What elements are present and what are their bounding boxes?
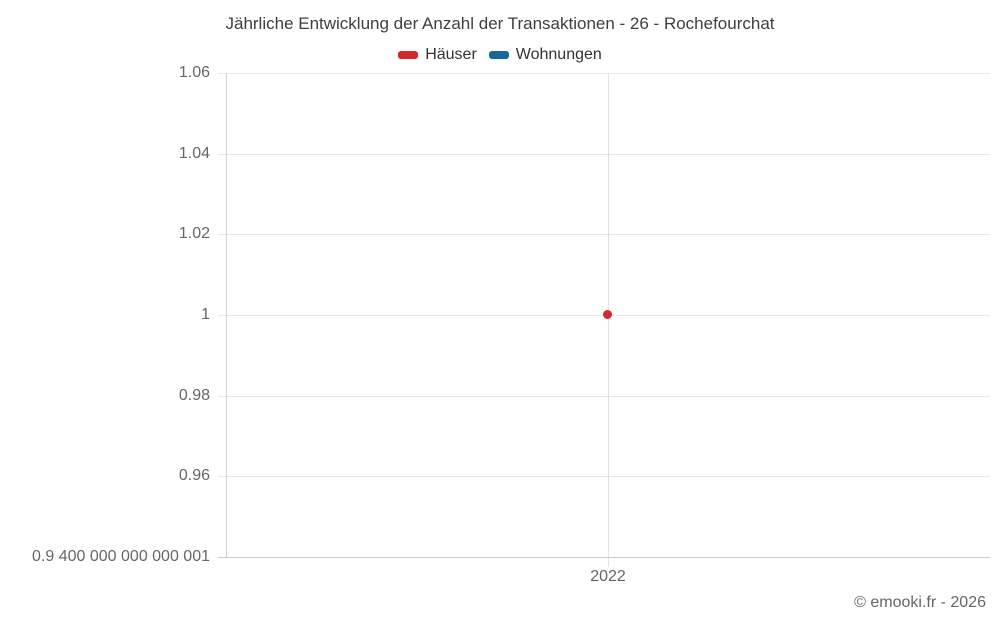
y-tick-label: 1 (201, 306, 210, 323)
legend-item-haeuser[interactable]: Häuser (398, 46, 477, 64)
legend-label-haeuser: Häuser (425, 46, 477, 63)
legend: Häuser Wohnungen (0, 46, 1000, 64)
y-tick-label: 1.06 (178, 64, 210, 81)
data-point-haeuser-2022[interactable] (603, 310, 612, 319)
gridline-2022 (608, 73, 609, 567)
legend-item-wohnungen[interactable]: Wohnungen (488, 46, 602, 64)
gridline-1.02 (218, 234, 990, 235)
y-tick-label: 0.9 400 000 000 000 001 (32, 548, 210, 565)
y-tick-label: 1.02 (178, 225, 210, 242)
gridline-1.04 (218, 154, 990, 155)
y-tick-label: 0.96 (178, 467, 210, 484)
y-axis-line (226, 73, 227, 557)
chart-title: Jährliche Entwicklung der Anzahl der Tra… (225, 14, 775, 33)
legend-swatch-haeuser (398, 51, 419, 59)
x-axis-line (218, 557, 990, 558)
gridline-0.98 (218, 396, 990, 397)
x-tick-label: 2022 (590, 568, 626, 585)
legend-swatch-wohnungen (488, 51, 509, 59)
y-tick-label: 1.04 (178, 145, 210, 162)
y-tick-label: 0.98 (178, 387, 210, 404)
credits-link[interactable]: © emooki.fr - 2026 (854, 594, 986, 611)
plot-area (218, 73, 990, 567)
gridline-0.96 (218, 476, 990, 477)
gridline-1.06 (218, 73, 990, 74)
legend-label-wohnungen: Wohnungen (515, 46, 602, 63)
